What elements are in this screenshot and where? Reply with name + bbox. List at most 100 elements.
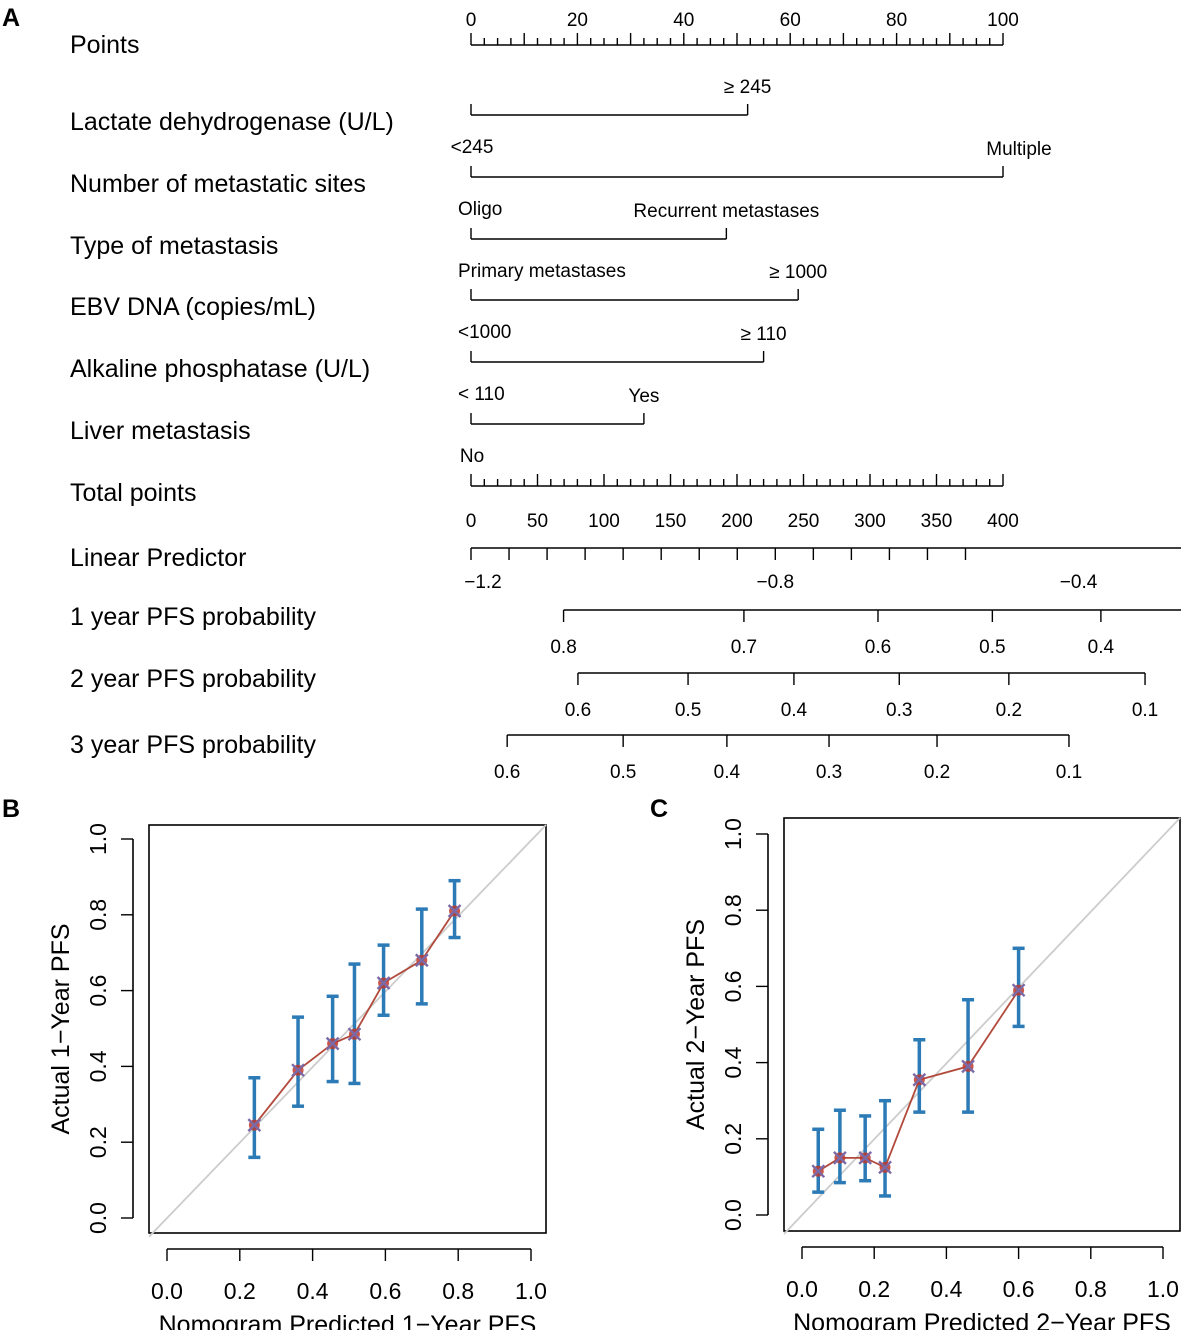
data-point-x-marker: [447, 904, 462, 918]
y-axis-tick-label: 0.2: [720, 1123, 746, 1155]
nomogram-tick-label: 0.2: [924, 762, 950, 783]
x-axis-tick-label: 0.8: [1075, 1276, 1107, 1302]
nomogram-level-label: ≥ 245: [724, 77, 771, 98]
nomogram-level-label: Oligo: [458, 199, 502, 220]
nomogram-level-label: No: [460, 446, 484, 467]
nomogram-tick-label: 100: [588, 511, 620, 532]
nomogram-tick-label: 0.1: [1132, 700, 1158, 721]
x-axis-title: Nomogram Predicted 2−Year PFS: [793, 1309, 1171, 1330]
nomogram-tick-label: 250: [788, 511, 820, 532]
data-point-x-marker: [325, 1036, 340, 1051]
y-axis-tick-label: 0.4: [720, 1046, 746, 1078]
data-point-x-marker: [247, 1118, 262, 1132]
plot-frame: [783, 817, 1181, 1232]
nomogram-row-label: Total points: [70, 479, 196, 507]
nomogram-level-label: <1000: [458, 322, 511, 343]
y-axis-title: Actual 2−Year PFS: [682, 919, 710, 1130]
nomogram-row-label: EBV DNA (copies/mL): [70, 293, 316, 321]
data-point-x-marker: [1011, 983, 1026, 998]
nomogram-tick-label: 0.3: [886, 700, 912, 721]
y-axis-tick-label: 1.0: [85, 823, 111, 855]
nomogram-tick-label: 100: [987, 10, 1019, 31]
nomogram-row-label: Liver metastasis: [70, 417, 251, 445]
x-axis-tick-label: 0.0: [151, 1278, 183, 1304]
nomogram-tick-label: −1.2: [464, 572, 502, 593]
nomogram-level-label: ≥ 1000: [769, 262, 827, 283]
y-axis-tick-label: 0.6: [85, 975, 111, 1007]
x-axis-tick-label: 0.6: [1003, 1276, 1035, 1302]
nomogram-tick-label: 20: [567, 10, 588, 31]
nomogram-tick-label: 0.4: [1088, 637, 1115, 658]
nomogram-tick-label: 0: [466, 10, 477, 31]
x-axis-tick-label: 0.2: [858, 1276, 890, 1302]
nomogram-tick-label: 0.3: [816, 762, 842, 783]
x-axis-tick-label: 0.2: [224, 1278, 256, 1304]
nomogram-row-label: Linear Predictor: [70, 544, 246, 572]
y-axis-tick-label: 0.6: [720, 970, 746, 1002]
nomogram-tick-label: 0.7: [731, 637, 757, 658]
y-axis-tick-label: 0.0: [720, 1199, 746, 1231]
nomogram-tick-label: −0.4: [1060, 572, 1098, 593]
y-axis-title: Actual 1−Year PFS: [47, 923, 75, 1134]
nomogram-row-label: Alkaline phosphatase (U/L): [70, 355, 370, 383]
nomogram-tick-label: 200: [721, 511, 753, 532]
nomogram-tick-label: 0.8: [550, 637, 576, 658]
calibration-plot-1-year: 0.0 0.2 0.4 0.6 0.8 1.0 0.0 0.2 0.4 0.6 0.8 1.0 Nomo…: [47, 823, 547, 1335]
nomogram-level-label: <245: [451, 137, 494, 158]
x-axis-tick-label: 1.0: [1147, 1276, 1179, 1302]
nomogram-tick-label: 0.5: [610, 762, 636, 783]
nomogram-tick-label: 0.4: [714, 762, 741, 783]
x-axis-tick-label: 0.8: [442, 1278, 474, 1304]
nomogram-level-label: Yes: [628, 386, 659, 407]
nomogram-level-label: ≥ 110: [741, 324, 787, 345]
y-axis-tick-label: 0.0: [85, 1202, 111, 1234]
nomogram-tick-label: 150: [655, 511, 687, 532]
nomogram-tick-label: 0.6: [865, 637, 891, 658]
panel-label-b: B: [2, 795, 20, 823]
nomogram-tick-label: 40: [673, 10, 694, 31]
y-axis-tick-label: 0.8: [85, 899, 111, 931]
y-axis-tick-label: 0.8: [720, 894, 746, 926]
nomogram: Points 0 20 40 60 80 100 Lactate dehydrogenase …: [70, 10, 1181, 783]
nomogram-row-label: Number of metastatic sites: [70, 170, 366, 198]
x-axis-tick-label: 0.4: [930, 1276, 962, 1302]
y-axis-tick-label: 1.0: [720, 818, 746, 850]
data-point-x-marker: [961, 1059, 975, 1074]
nomogram-row-label: 2 year PFS probability: [70, 665, 316, 693]
panel-label-c: C: [650, 795, 668, 823]
nomogram-row-label: 1 year PFS probability: [70, 603, 316, 631]
panel-label-a: A: [2, 4, 20, 32]
x-axis-tick-label: 0.0: [786, 1276, 818, 1302]
data-point-x-marker: [291, 1063, 305, 1078]
nomogram-level-label: Recurrent metastases: [633, 201, 819, 222]
nomogram-tick-label: 0.4: [781, 700, 808, 721]
nomogram-tick-label: 50: [527, 511, 548, 532]
nomogram-level-label: Multiple: [986, 139, 1051, 160]
data-point-x-marker: [878, 1160, 892, 1175]
x-axis-tick-label: 0.6: [369, 1278, 401, 1304]
nomogram-tick-label: 0.2: [996, 700, 1022, 721]
ideal-diagonal-line: [783, 817, 1181, 1235]
nomogram-level-label: Primary metastases: [458, 261, 626, 282]
nomogram-row-label: Type of metastasis: [70, 232, 278, 260]
data-point-x-marker: [811, 1164, 826, 1179]
nomogram-tick-label: 300: [854, 511, 886, 532]
x-axis-tick-label: 1.0: [515, 1278, 547, 1304]
nomogram-row-label: Lactate dehydrogenase (U/L): [70, 108, 394, 136]
x-axis-title: Nomogram Predicted 1−Year PFS: [159, 1311, 537, 1330]
data-point-x-marker: [912, 1072, 927, 1087]
nomogram-tick-label: 80: [886, 10, 907, 31]
y-axis-tick-label: 0.4: [85, 1050, 111, 1082]
nomogram-tick-label: 0.5: [675, 700, 701, 721]
nomogram-tick-label: 350: [921, 511, 953, 532]
data-point-x-marker: [833, 1151, 847, 1165]
data-point-x-marker: [376, 976, 391, 990]
nomogram-tick-label: 0.6: [494, 762, 520, 783]
nomogram-row-label: Points: [70, 31, 139, 59]
nomogram-tick-label: 0.5: [979, 637, 1005, 658]
nomogram-tick-label: 0.6: [565, 700, 591, 721]
calibration-plot-2-year: 0.0 0.2 0.4 0.6 0.8 1.0 0.0 0.2 0.4 0.6 0.8 1.0 Nomo…: [682, 817, 1181, 1335]
x-axis-tick-label: 0.4: [297, 1278, 329, 1304]
nomogram-tick-label: 60: [780, 10, 801, 31]
